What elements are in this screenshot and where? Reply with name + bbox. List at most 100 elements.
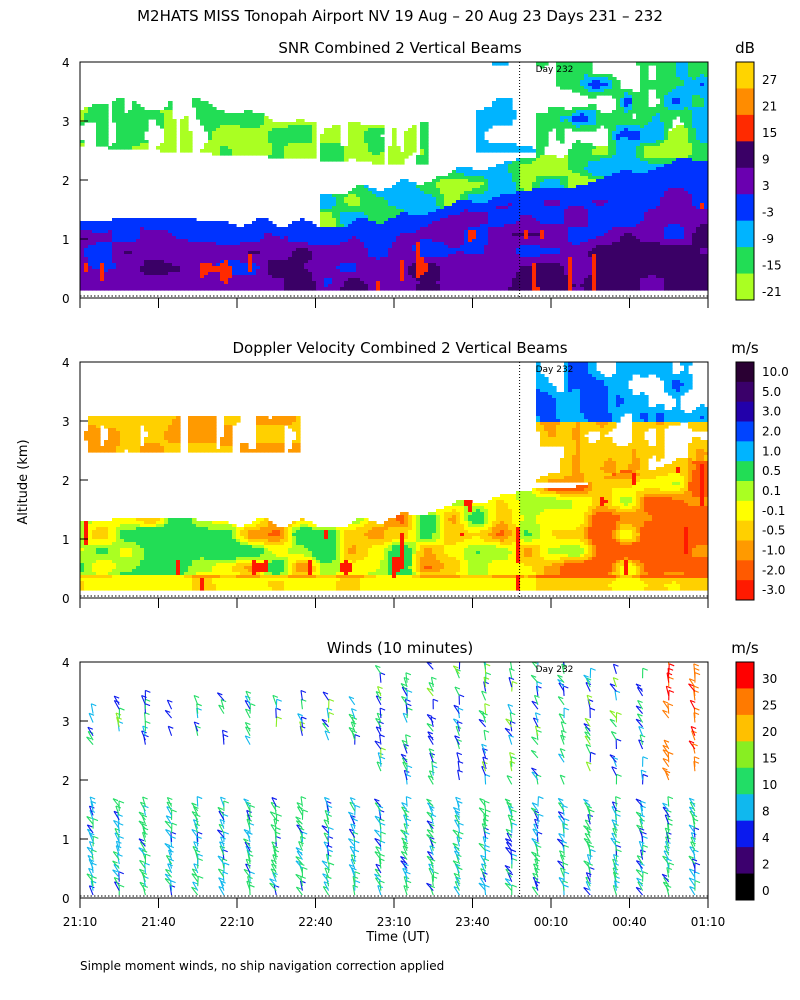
colorbar-label: -9 — [762, 232, 774, 246]
x-tick-label: 23:10 — [377, 915, 412, 929]
y-tick-label: 4 — [62, 56, 70, 70]
panel-snr-title: SNR Combined 2 Vertical Beams — [278, 39, 521, 57]
colorbar-swatch — [736, 114, 754, 142]
colorbar-swatch — [736, 381, 754, 403]
colorbar-swatch — [736, 441, 754, 462]
y-tick-label: 1 — [62, 833, 70, 847]
colorbar-swatch — [736, 167, 754, 195]
colorbar-swatch — [736, 847, 754, 875]
colorbar-swatch — [736, 481, 754, 502]
y-tick-label: 4 — [62, 656, 70, 670]
colorbar-label: 21 — [762, 100, 777, 114]
day-marker-label: Day 232 — [536, 365, 574, 375]
footnote: Simple moment winds, no ship navigation … — [80, 959, 444, 973]
x-tick-label: 22:10 — [220, 915, 255, 929]
winds-plot-area: Day 232 0 1 2 3 4 21:10 21:40 22:10 22:40 23:10 23:… — [62, 656, 777, 929]
colorbar-label: -0.1 — [762, 504, 785, 518]
panel-snr-units: dB — [735, 39, 755, 57]
day-marker-label: Day 232 — [536, 65, 574, 75]
y-tick-label: 3 — [62, 115, 70, 129]
colorbar-swatch — [736, 247, 754, 275]
x-axis-label: Time (UT) — [365, 930, 430, 945]
colorbar-swatch — [736, 873, 754, 901]
snr-plot-area: Day 232 0 1 2 3 4 27 21 15 9 3 -3 -9 -15 -21 — [62, 56, 782, 308]
colorbar-swatch — [736, 767, 754, 795]
main-title: M2HATS MISS Tonopah Airport NV 19 Aug – … — [137, 7, 663, 25]
colorbar-label: 2.0 — [762, 424, 781, 438]
colorbar-label: 15 — [762, 126, 777, 140]
colorbar-swatch — [736, 520, 754, 541]
colorbar-frame — [735, 361, 755, 601]
colorbar-swatch — [736, 88, 754, 116]
field-layer — [80, 362, 708, 591]
panel-velocity-title: Doppler Velocity Combined 2 Vertical Bea… — [232, 339, 567, 357]
x-tick-label: 00:40 — [612, 915, 647, 929]
colorbar-label: 2 — [762, 857, 770, 871]
y-tick-label: 3 — [62, 715, 70, 729]
colorbar-label: 9 — [762, 153, 770, 167]
y-tick-label: 2 — [62, 474, 70, 488]
y-tick-label: 3 — [62, 415, 70, 429]
y-tick-label: 1 — [62, 533, 70, 547]
x-tick-label: 01:10 — [691, 915, 726, 929]
colorbar-swatch — [736, 461, 754, 482]
colorbar-swatch — [736, 401, 754, 422]
colorbar-label: 5.0 — [762, 385, 781, 399]
colorbar-label: 10.0 — [762, 365, 789, 379]
colorbar-label: 3.0 — [762, 405, 781, 419]
y-tick-label: 0 — [62, 892, 70, 906]
colorbar-label: 25 — [762, 699, 777, 713]
x-tick-label: 00:10 — [534, 915, 569, 929]
panel-winds-title: Winds (10 minutes) — [327, 639, 474, 657]
x-tick-label: 22:40 — [298, 915, 333, 929]
velocity-plot-area: Day 232 0 1 2 3 4 10.0 5.0 3.0 2.0 1.0 0.5 0.1 -0.1 -0… — [62, 356, 789, 608]
colorbar-label: 0.5 — [762, 464, 781, 478]
colorbar-label: -15 — [762, 258, 782, 272]
x-tick-label: 21:10 — [63, 915, 98, 929]
colorbar-frame — [735, 61, 755, 301]
colorbar-label: 20 — [762, 725, 777, 739]
colorbar-label: 0.1 — [762, 484, 781, 498]
colorbar-label: -2.0 — [762, 563, 785, 577]
y-axis-label: Altitude (km) — [16, 439, 31, 524]
y-tick-label: 4 — [62, 356, 70, 370]
colorbar-swatch — [736, 540, 754, 561]
colorbar-label: -3.0 — [762, 583, 785, 597]
y-tick-label: 1 — [62, 233, 70, 247]
colorbar-swatch — [736, 194, 754, 222]
y-tick-label: 2 — [62, 174, 70, 188]
colorbar-label: 10 — [762, 778, 777, 792]
field-layer — [86, 662, 701, 896]
colorbar-swatch — [736, 688, 754, 716]
colorbar-label: 4 — [762, 831, 770, 845]
colorbar-swatch — [736, 421, 754, 442]
y-tick-label: 2 — [62, 774, 70, 788]
field-layer — [80, 62, 708, 291]
x-tick-label: 23:40 — [455, 915, 490, 929]
colorbar-swatch — [736, 362, 754, 383]
colorbar-label: 0 — [762, 884, 770, 898]
colorbar-swatch — [736, 220, 754, 248]
colorbar-label: -21 — [762, 285, 782, 299]
day-marker-label: Day 232 — [536, 665, 574, 675]
colorbar-swatch — [736, 560, 754, 581]
colorbar-swatch — [736, 500, 754, 522]
colorbar-label: -1.0 — [762, 543, 785, 557]
colorbar-frame — [735, 661, 755, 901]
panel-winds-units: m/s — [731, 639, 759, 657]
colorbar-label: 27 — [762, 73, 777, 87]
colorbar-label: 15 — [762, 752, 777, 766]
colorbar-swatch — [736, 794, 754, 822]
colorbar-swatch — [736, 820, 754, 848]
panel-velocity-units: m/s — [731, 339, 759, 357]
y-tick-label: 0 — [62, 592, 70, 606]
x-tick-label: 21:40 — [141, 915, 176, 929]
colorbar-label: 8 — [762, 804, 770, 818]
colorbar-swatch — [736, 62, 754, 89]
colorbar-label: -3 — [762, 205, 774, 219]
colorbar-swatch — [736, 662, 754, 689]
colorbar-label: -0.5 — [762, 524, 785, 538]
colorbar-label: 3 — [762, 179, 770, 193]
colorbar-swatch — [736, 141, 754, 169]
